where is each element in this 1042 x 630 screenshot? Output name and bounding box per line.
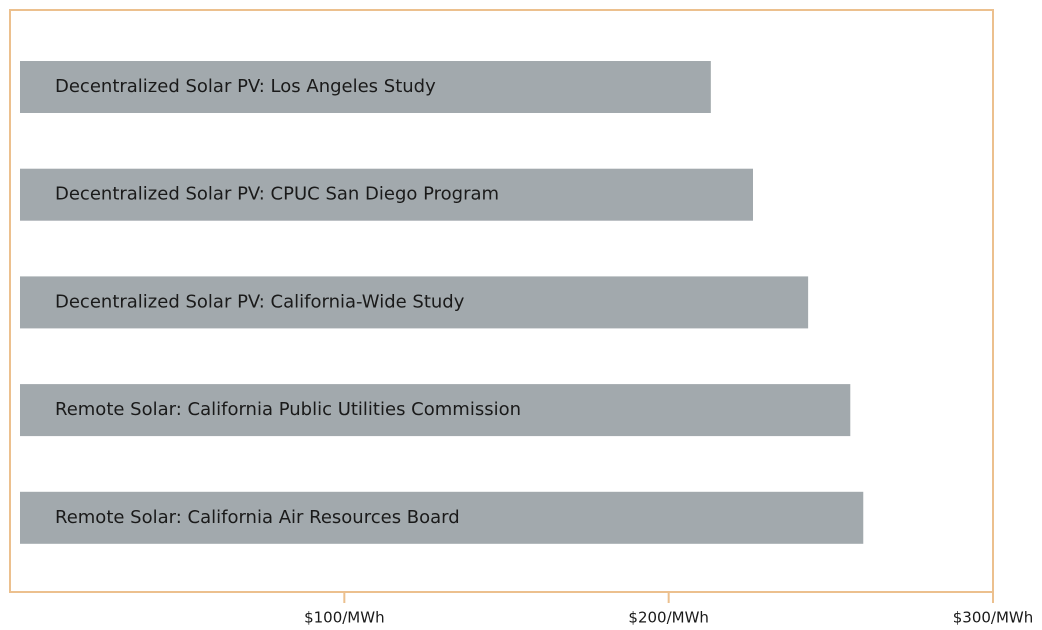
plot-frame [9,9,994,593]
x-tick-label: $100/MWh [304,609,385,627]
bar [20,168,753,221]
x-tick-label: $300/MWh [953,609,1034,627]
bar-label: Remote Solar: California Public Utilitie… [55,399,521,420]
bar-label: Decentralized Solar PV: CPUC San Diego P… [55,184,499,205]
x-tick-label: $200/MWh [628,609,709,627]
bar-label: Decentralized Solar PV: Los Angeles Stud… [55,76,436,97]
bar [20,491,864,544]
bar [20,61,711,113]
bar [20,384,851,437]
bar [20,276,809,329]
bar-label: Remote Solar: California Air Resources B… [55,507,460,528]
bar-label: Decentralized Solar PV: California-Wide … [55,291,465,312]
